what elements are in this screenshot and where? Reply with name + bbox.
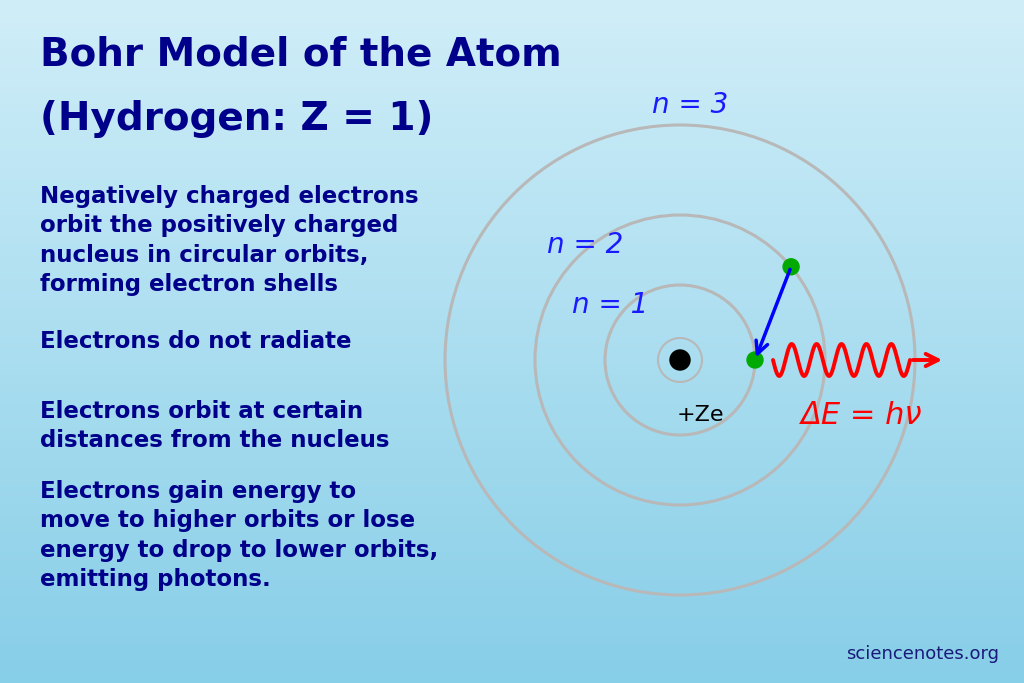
Text: +Ze: +Ze (676, 405, 724, 425)
Circle shape (783, 259, 799, 275)
Circle shape (670, 350, 690, 370)
Text: (Hydrogen: Z = 1): (Hydrogen: Z = 1) (40, 100, 433, 138)
Text: n = 2: n = 2 (547, 231, 624, 259)
Text: sciencenotes.org: sciencenotes.org (846, 645, 999, 663)
Text: Electrons do not radiate: Electrons do not radiate (40, 330, 351, 353)
Text: Electrons orbit at certain
distances from the nucleus: Electrons orbit at certain distances fro… (40, 400, 389, 452)
Text: Electrons gain energy to
move to higher orbits or lose
energy to drop to lower o: Electrons gain energy to move to higher … (40, 480, 438, 591)
Text: n = 1: n = 1 (571, 291, 648, 319)
Text: n = 3: n = 3 (652, 91, 728, 119)
Text: ΔE = hν: ΔE = hν (801, 400, 923, 430)
Text: Bohr Model of the Atom: Bohr Model of the Atom (40, 35, 562, 73)
Circle shape (746, 352, 763, 368)
Text: Negatively charged electrons
orbit the positively charged
nucleus in circular or: Negatively charged electrons orbit the p… (40, 185, 419, 296)
